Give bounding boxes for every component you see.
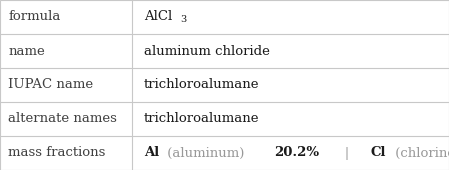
Text: Al: Al — [144, 147, 159, 159]
Text: 3: 3 — [180, 15, 186, 24]
Text: Cl: Cl — [371, 147, 386, 159]
Text: IUPAC name: IUPAC name — [8, 79, 93, 91]
Text: trichloroalumane: trichloroalumane — [144, 79, 259, 91]
Text: formula: formula — [8, 11, 61, 23]
Text: alternate names: alternate names — [8, 113, 117, 125]
Text: |: | — [332, 147, 362, 159]
Text: name: name — [8, 45, 45, 57]
Text: aluminum chloride: aluminum chloride — [144, 45, 269, 57]
Text: (chlorine): (chlorine) — [391, 147, 449, 159]
Text: trichloroalumane: trichloroalumane — [144, 113, 259, 125]
Text: 20.2%: 20.2% — [274, 147, 319, 159]
Text: mass fractions: mass fractions — [8, 147, 106, 159]
Text: (aluminum): (aluminum) — [163, 147, 249, 159]
Text: AlCl: AlCl — [144, 11, 172, 23]
